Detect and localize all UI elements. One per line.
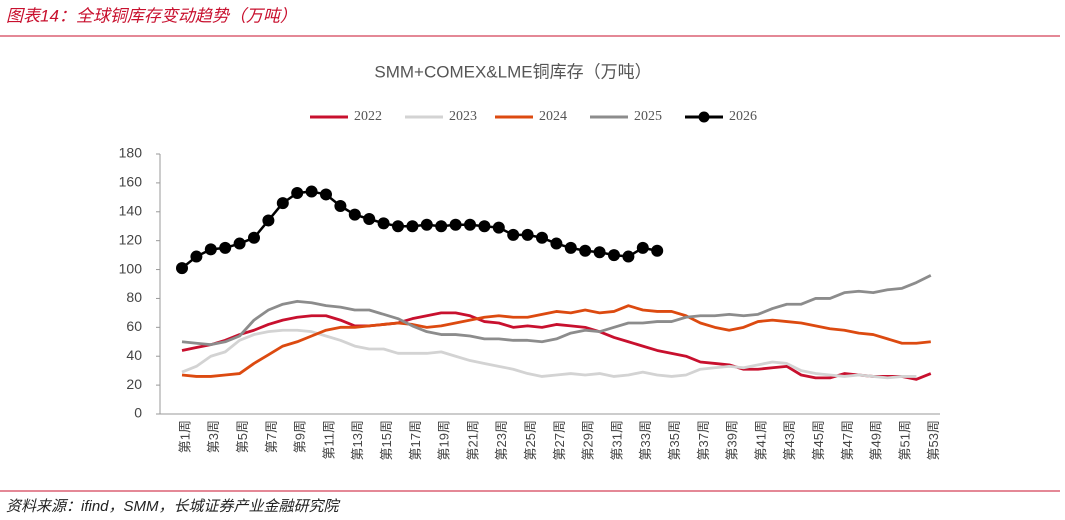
point-marker [305, 185, 318, 198]
x-tick-label: 第1周 [177, 420, 192, 453]
x-tick-label: 第5周 [235, 420, 250, 453]
x-tick-label: 第15周 [379, 420, 394, 460]
point-marker [248, 231, 260, 244]
series-line [181, 304, 931, 378]
point-marker [219, 241, 232, 254]
legend-label: 2024 [539, 109, 567, 124]
y-tick-label: 120 [119, 231, 143, 247]
y-tick-label: 40 [126, 347, 142, 363]
x-tick-label: 第43周 [782, 420, 797, 460]
x-tick-label: 第29周 [581, 420, 596, 460]
legend-label: 2026 [729, 109, 757, 124]
y-tick-label: 0 [134, 405, 142, 421]
x-tick-label: 第19周 [437, 420, 452, 460]
point-marker [406, 220, 419, 233]
y-tick-label: 60 [126, 318, 142, 334]
x-tick-label: 第41周 [753, 420, 768, 460]
point-marker [363, 213, 376, 225]
series-line [181, 328, 917, 380]
point-marker [262, 214, 275, 227]
x-tick-label: 第47周 [840, 420, 855, 460]
y-tick-label: 20 [126, 376, 142, 392]
x-tick-label: 第25周 [523, 420, 538, 460]
x-tick-label: 第13周 [350, 420, 365, 460]
x-tick-label: 第9周 [293, 420, 308, 453]
legend-marker [698, 111, 710, 123]
series-line [181, 190, 658, 270]
point-marker [651, 244, 664, 257]
point-marker [276, 197, 289, 210]
point-marker [507, 228, 520, 241]
x-tick-label: 第31周 [609, 420, 624, 460]
point-marker [377, 217, 390, 230]
x-tick-label: 第49周 [869, 420, 884, 460]
chart-title: SMM+COMEX&LME铜库存（万吨） [374, 62, 651, 81]
point-marker [622, 250, 635, 263]
x-tick-label: 第23周 [494, 420, 509, 460]
x-tick-label: 第21周 [465, 420, 480, 460]
x-tick-label: 第35周 [667, 420, 682, 460]
x-tick-label: 第27周 [552, 420, 567, 460]
point-marker [636, 241, 649, 254]
point-marker [579, 244, 592, 257]
point-marker [478, 220, 491, 233]
point-marker [464, 218, 476, 231]
point-marker [593, 246, 606, 259]
point-marker [320, 188, 332, 201]
legend-label: 2025 [634, 109, 662, 124]
point-marker [176, 262, 188, 275]
point-marker [550, 237, 563, 250]
point-marker [233, 237, 246, 250]
point-marker [435, 220, 448, 233]
point-marker [608, 249, 620, 262]
point-marker [334, 200, 347, 212]
point-marker [392, 220, 404, 233]
x-tick-label: 第7周 [264, 420, 279, 453]
legend-label: 2022 [354, 109, 382, 124]
point-marker [291, 187, 304, 199]
point-marker [190, 250, 203, 263]
y-tick-label: 140 [119, 202, 143, 218]
point-marker [521, 228, 534, 241]
point-marker [536, 231, 548, 244]
point-marker [204, 243, 217, 256]
y-tick-label: 100 [119, 260, 143, 276]
x-tick-label: 第45周 [811, 420, 826, 460]
legend-label: 2023 [449, 109, 477, 124]
x-tick-label: 第53周 [926, 420, 941, 460]
footer-source: 资料来源：ifind，SMM，长城证券产业金融研究院 [6, 498, 341, 515]
point-marker [420, 218, 433, 231]
x-tick-label: 第37周 [696, 420, 711, 460]
series-line [181, 274, 932, 347]
y-tick-label: 160 [119, 174, 143, 190]
x-tick-label: 第33周 [638, 420, 653, 460]
x-tick-label: 第3周 [206, 420, 221, 453]
y-tick-label: 80 [126, 289, 142, 305]
x-tick-label: 第39周 [725, 420, 740, 460]
point-marker [564, 241, 577, 254]
header-title: 图表14：全球铜库存变动趋势（万吨） [6, 6, 297, 25]
point-marker [348, 208, 361, 221]
x-tick-label: 第11周 [321, 420, 336, 460]
x-tick-label: 第17周 [408, 420, 423, 460]
point-marker [449, 218, 462, 231]
x-tick-label: 第51周 [897, 420, 912, 460]
y-tick-label: 180 [119, 145, 143, 161]
series-line [181, 311, 932, 381]
point-marker [492, 221, 505, 234]
